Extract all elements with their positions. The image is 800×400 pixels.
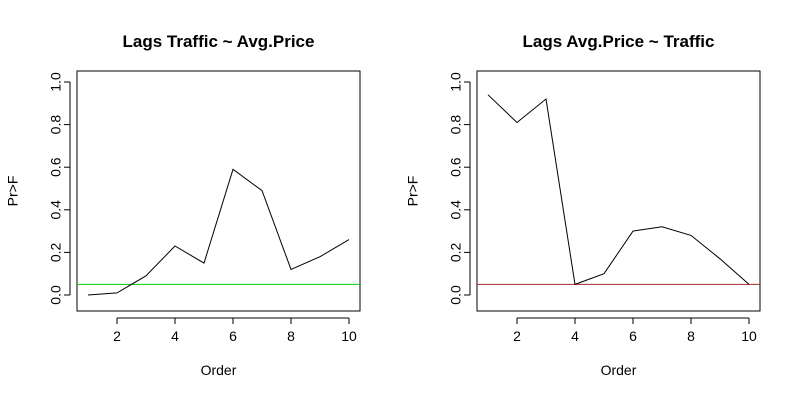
y-tick-label: 0.4: [448, 200, 464, 220]
y-tick-label: 0.2: [448, 242, 464, 262]
chart-panel-1: Lags Traffic ~ Avg.Price 2 4 6 8 10 Order 0.0 0.…: [5, 32, 361, 378]
y-tick-label: 0.8: [448, 115, 464, 135]
x-tick-label: 4: [171, 328, 179, 344]
y-tick-label: 0.6: [48, 157, 64, 177]
x-tick-label: 8: [687, 328, 695, 344]
x-tick-label: 6: [629, 328, 637, 344]
plot-frame: [476, 70, 761, 312]
y-tick-label: 0.8: [48, 115, 64, 135]
y-tick-label: 0.6: [448, 157, 464, 177]
y-axis-label: Pr>F: [405, 176, 421, 207]
y-tick-label: 0.4: [48, 200, 64, 220]
plot-frame: [76, 70, 361, 312]
y-axis-label: Pr>F: [5, 176, 21, 207]
chart-title: Lags Avg.Price ~ Traffic: [523, 32, 715, 51]
x-tick-label: 8: [287, 328, 295, 344]
y-tick-label: 1.0: [48, 72, 64, 92]
y-tick-label: 0.2: [48, 242, 64, 262]
y-tick-label: 0.0: [448, 285, 464, 305]
x-tick-label: 6: [229, 328, 237, 344]
x-tick-label: 2: [113, 328, 121, 344]
x-tick-label: 10: [341, 328, 357, 344]
y-tick-label: 1.0: [448, 72, 464, 92]
x-tick-label: 10: [741, 328, 757, 344]
series-line: [487, 94, 750, 286]
chart-panel-2: Lags Avg.Price ~ Traffic 2 4 6 8 10 Order 0.0 0.…: [405, 32, 761, 378]
x-axis-label: Order: [601, 362, 637, 378]
y-tick-label: 0.0: [48, 285, 64, 305]
chart-title: Lags Traffic ~ Avg.Price: [123, 32, 315, 51]
series-line: [87, 168, 350, 296]
x-tick-label: 4: [571, 328, 579, 344]
x-tick-label: 2: [513, 328, 521, 344]
x-axis-label: Order: [201, 362, 237, 378]
